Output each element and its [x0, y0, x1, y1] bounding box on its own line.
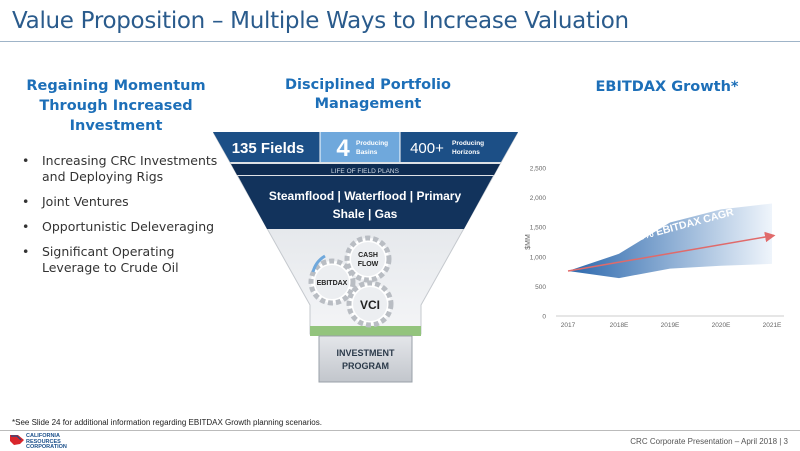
crc-logo-icon [10, 435, 24, 445]
y-axis-label: $MM [525, 234, 532, 250]
left-heading-line-3: Investment [69, 118, 163, 134]
program-label-2: PROGRAM [342, 361, 389, 371]
cagr-trend-arrow [567, 231, 776, 272]
middle-heading-line-1: Disciplined Portfolio [285, 77, 451, 93]
footer-divider [0, 430, 800, 431]
x-tick-label: 2019E [661, 322, 680, 329]
left-heading: Regaining Momentum Through Increased Inv… [18, 76, 214, 136]
bullet-item: Joint Ventures [18, 194, 218, 210]
rotation-arrow-icon [311, 254, 326, 273]
slide-title: Value Proposition – Multiple Ways to Inc… [12, 8, 629, 34]
recovery-line-1: Steamflood | Waterflood | Primary [269, 189, 462, 203]
left-heading-line-1: Regaining Momentum [26, 78, 206, 94]
middle-heading: Disciplined Portfolio Management [268, 76, 468, 114]
x-tick-label: 2017 [561, 322, 576, 329]
bullet-item: Increasing CRC Investments and Deploying… [18, 153, 218, 185]
gear-cashflow [344, 235, 392, 283]
gear-ebitdax [308, 258, 356, 306]
program-label-1: INVESTMENT [336, 348, 395, 358]
horizons-count: 400+ [410, 140, 444, 157]
y-tick-label: 2,500 [530, 166, 547, 173]
investment-program-box [318, 335, 413, 383]
growth-band [568, 203, 772, 279]
portfolio-funnel: 135 Fields 4 Producing Basins 400+ Produ… [213, 132, 518, 383]
basins-label-2: Basins [356, 149, 378, 156]
x-tick-label: 2020E [712, 322, 731, 329]
left-heading-line-2: Through Increased [39, 98, 193, 114]
logo-line: RESOURCES [26, 438, 61, 445]
life-plans-label: LIFE OF FIELD PLANS [331, 168, 400, 175]
logo-line: CALIFORNIA [26, 433, 60, 439]
y-tick-label: 1,000 [530, 254, 547, 261]
x-tick-label: 2018E [610, 322, 629, 329]
basins-label-1: Producing [356, 140, 388, 147]
bullet-item: Significant Operating Leverage to Crude … [18, 244, 218, 276]
horizons-label-2: Horizons [452, 149, 480, 156]
fields-count: 135 Fields [232, 140, 305, 157]
gear-vci-label: VCI [360, 298, 380, 312]
fields-box [213, 132, 320, 162]
middle-heading-line-2: Management [314, 96, 422, 112]
y-tick-label: 1,500 [530, 225, 547, 232]
logo-wordmark: CALIFORNIA RESOURCES CORPORATION [26, 433, 67, 451]
y-tick-label: 2,000 [530, 195, 547, 202]
gear-cashflow-label-1: CASH [358, 252, 378, 259]
y-tick-label: 0 [542, 314, 546, 321]
recovery-band [238, 176, 493, 229]
horizons-box [400, 132, 518, 162]
title-divider [0, 41, 800, 42]
footer-text: CRC Corporate Presentation – April 2018 … [630, 437, 788, 446]
logo-line: CORPORATION [26, 444, 67, 451]
neck-green [310, 326, 421, 336]
ebitdax-chart: 0 500 1,000 1,500 2,000 2,500 $MM 2017 2018E 2019… [525, 166, 784, 329]
gear-ebitdax-label: EBITDAX [317, 280, 348, 287]
bullet-list: Increasing CRC Investments and Deploying… [18, 153, 218, 285]
life-plans-bar [231, 164, 500, 175]
right-heading: EBITDAX Growth* [595, 79, 739, 95]
basins-box [320, 132, 400, 162]
horizons-label-1: Producing [452, 140, 484, 147]
x-tick-label: 2021E [763, 322, 782, 329]
basins-count: 4 [336, 135, 350, 162]
recovery-line-2: Shale | Gas [333, 207, 398, 221]
gear-vci [346, 280, 394, 328]
bullet-item: Opportunistic Deleveraging [18, 219, 218, 235]
footnote: *See Slide 24 for additional information… [12, 418, 322, 427]
gear-cashflow-label-2: FLOW [358, 261, 379, 268]
y-tick-label: 500 [535, 284, 546, 291]
